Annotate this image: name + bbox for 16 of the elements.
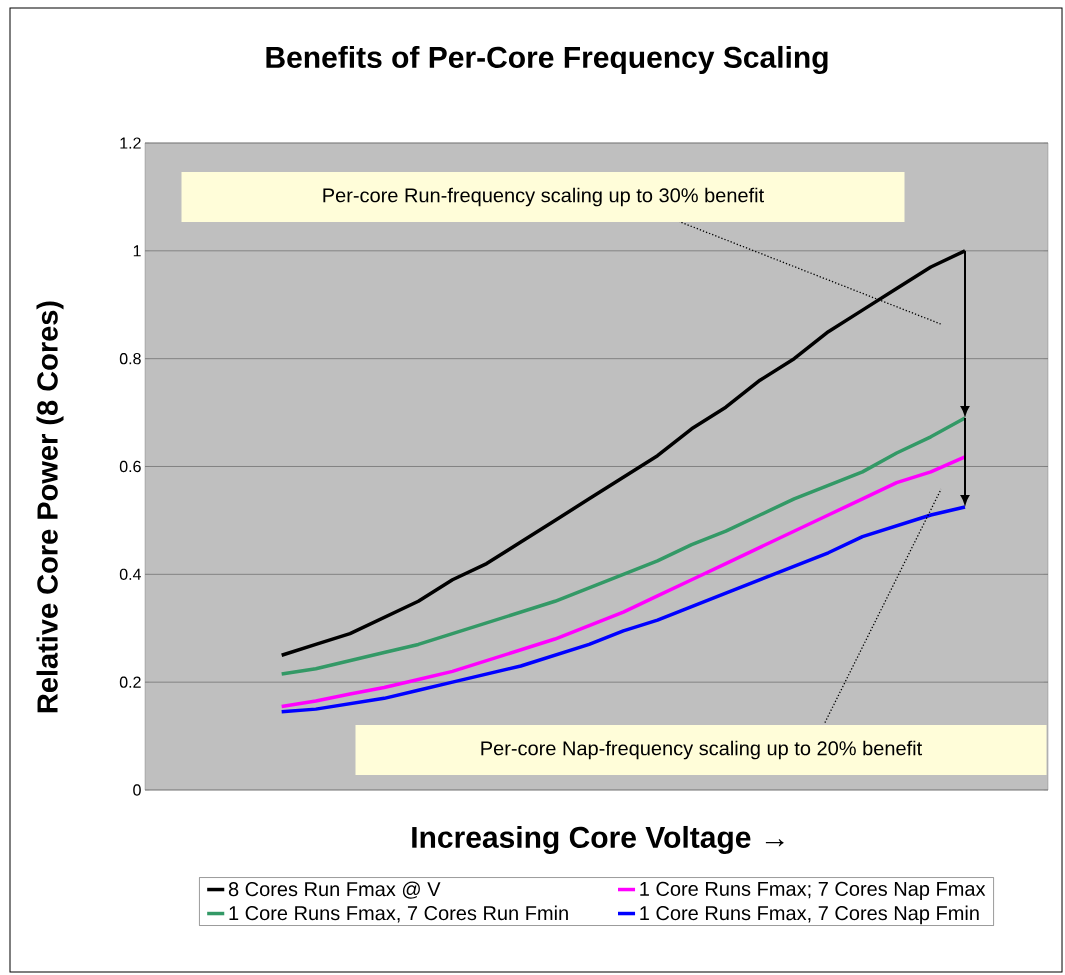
y-axis-title: Relative Core Power (8 Cores) <box>36 301 64 713</box>
annotation: Per-core Run-frequency scaling up to 30% benefit <box>323 187 764 207</box>
y-tick-label: 0.8 <box>119 353 141 365</box>
y-tick-label: 0.2 <box>119 676 141 688</box>
legend-label: 8 Cores Run Fmax @ V <box>228 881 441 899</box>
legend-label: 1 Core Runs Fmax, 7 Cores Run Fmin <box>229 905 568 923</box>
y-tick-label: 1.2 <box>120 137 141 149</box>
y-tick-label: 0.4 <box>119 568 141 580</box>
x-axis-title: Increasing Core Voltage → <box>412 825 784 855</box>
y-tick-label: 0 <box>133 784 141 796</box>
chart-title: Benefits of Per-Core Frequency Scaling <box>266 45 828 75</box>
y-tick-label: 0.6 <box>119 460 141 473</box>
y-tick-label: 1 <box>133 245 141 257</box>
annotation: Per-core Nap-frequency scaling up to 20% benefit <box>481 740 923 760</box>
legend-label: 1 Core Runs Fmax, 7 Cores Nap Fmin <box>640 905 979 925</box>
legend-label: 1 Core Runs Fmax; 7 Cores Nap Fmax <box>640 881 986 900</box>
